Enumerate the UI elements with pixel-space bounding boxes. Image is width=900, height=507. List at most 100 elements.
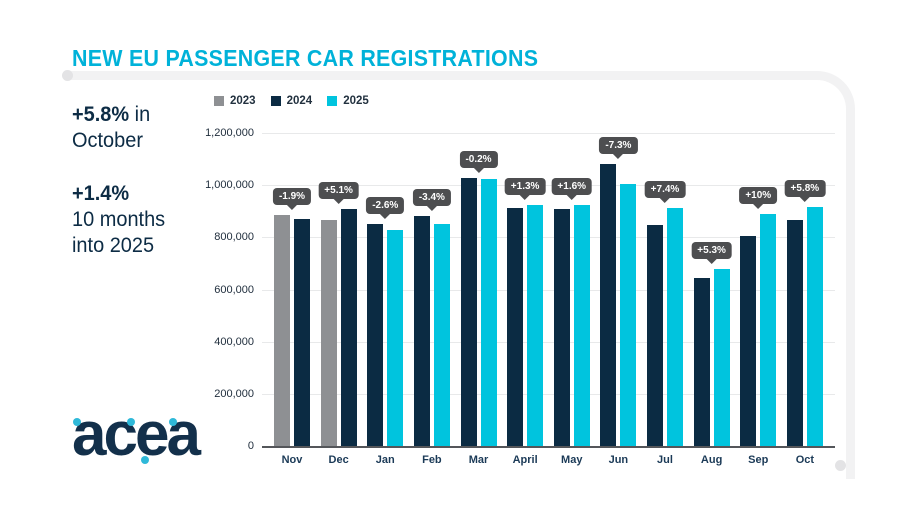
y-axis-tick-0: 0 bbox=[247, 440, 254, 452]
legend-swatch-2025 bbox=[327, 96, 338, 106]
logo-accent-dot bbox=[141, 456, 149, 464]
legend-swatch-2023 bbox=[214, 96, 224, 106]
frame-start-dot bbox=[62, 70, 73, 81]
bar-2024-May bbox=[553, 208, 570, 446]
decorative-frame bbox=[66, 71, 855, 479]
bar-2024-Jan bbox=[367, 224, 384, 446]
change-label-Nov: -1.9% bbox=[272, 187, 312, 205]
stat-ytd-label-2: into 2025 bbox=[72, 234, 155, 257]
x-axis-label-May: May bbox=[561, 454, 583, 466]
bar-2025-Sep bbox=[760, 214, 777, 446]
logo-accent-dot bbox=[73, 418, 81, 426]
page-title: NEW EU PASSENGER CAR REGISTRATIONS bbox=[72, 45, 539, 72]
bar-group-Jun: -7.3% Jun bbox=[599, 133, 638, 466]
frame-end-dot bbox=[835, 460, 846, 471]
bar-2025-Feb bbox=[433, 224, 450, 446]
bars-row: -1.9% Nov +5.1% Dec -2.6% Jan -3.4% Feb -0.2% Mar… bbox=[262, 133, 835, 466]
bar-2024-April bbox=[507, 208, 524, 446]
bar-2025-Jan bbox=[387, 229, 404, 446]
bar-2024-Oct bbox=[786, 219, 803, 446]
bar-group-Oct: +5.8% Oct bbox=[784, 133, 826, 466]
stat-ytd-value: +1.4% bbox=[72, 182, 130, 205]
stat-ytd: +1.4% 10 months into 2025 bbox=[72, 181, 165, 259]
chart-legend: 2023 2024 2025 bbox=[214, 95, 369, 107]
y-axis-tick-400000: 400,000 bbox=[214, 335, 254, 348]
x-axis-label-Aug: Aug bbox=[700, 454, 723, 466]
gridline-200000 bbox=[262, 393, 835, 395]
x-axis-label-April: April bbox=[512, 454, 538, 466]
legend-item-2023: 2023 bbox=[214, 95, 256, 107]
bar-2024-Jul bbox=[647, 224, 663, 446]
summary-stats: +5.8% in October +1.4% 10 months into 20… bbox=[72, 102, 165, 259]
bar-2023-Dec bbox=[320, 220, 337, 446]
stat-october-suffix: in bbox=[129, 103, 151, 126]
plot-area: 1,200,000 1,000,000 800,000 600,000 400,000 2… bbox=[205, 127, 835, 466]
bar-2025-Jun bbox=[620, 183, 637, 446]
bar-2025-April bbox=[527, 205, 544, 446]
acea-logo-text: acea bbox=[72, 400, 201, 469]
bar-group-Aug: +5.3% Aug bbox=[691, 133, 732, 466]
change-label-Aug: +5.3% bbox=[691, 241, 732, 259]
y-axis-tick-600000: 600,000 bbox=[214, 283, 254, 296]
legend-label-2024: 2024 bbox=[286, 95, 313, 107]
x-axis-label-Mar: Mar bbox=[468, 454, 489, 466]
x-axis-label-Sep: Sep bbox=[748, 454, 769, 466]
bar-2025-Jul bbox=[667, 208, 683, 446]
bar-2025-May bbox=[573, 204, 590, 446]
bar-2024-Aug bbox=[693, 277, 710, 446]
x-axis-label-Oct: Oct bbox=[795, 454, 815, 466]
gridline-1000000 bbox=[262, 185, 835, 187]
bar-2023-Nov bbox=[274, 214, 290, 446]
bar-2024-Mar bbox=[460, 178, 477, 446]
logo-accent-dot bbox=[127, 418, 135, 426]
bar-2025-Mar bbox=[480, 178, 497, 446]
acea-logo: acea bbox=[72, 404, 222, 468]
bar-2024-Dec bbox=[340, 208, 357, 446]
y-axis-tick-800000: 800,000 bbox=[214, 231, 254, 244]
bar-group-April: +1.3% April bbox=[504, 133, 546, 466]
x-axis-label-Nov: Nov bbox=[281, 454, 303, 466]
x-axis-label-Jun: Jun bbox=[608, 454, 629, 466]
y-axis-tick-200000: 200,000 bbox=[214, 387, 254, 400]
bar-group-Jan: -2.6% Jan bbox=[366, 133, 405, 466]
bar-group-May: +1.6% May bbox=[551, 133, 593, 466]
gridline-600000 bbox=[262, 289, 835, 291]
x-axis-label-Jan: Jan bbox=[375, 454, 395, 466]
stat-october: +5.8% in October bbox=[72, 102, 165, 154]
bar-2024-Sep bbox=[740, 235, 757, 446]
bar-group-Nov: -1.9% Nov bbox=[272, 133, 312, 466]
x-axis-label-Feb: Feb bbox=[422, 454, 442, 466]
bar-2024-Feb bbox=[413, 216, 430, 446]
bar-chart: 2023 2024 2025 1,200,000 1,000,000 800,000 60… bbox=[190, 95, 845, 477]
bar-group-Sep: +10% Sep bbox=[739, 133, 778, 466]
change-label-Feb: -3.4% bbox=[412, 189, 451, 207]
stat-october-label: October bbox=[72, 129, 143, 152]
stat-ytd-label-1: 10 months bbox=[72, 208, 166, 231]
change-label-May: +1.6% bbox=[551, 177, 593, 195]
change-label-Oct: +5.8% bbox=[784, 179, 826, 197]
gridline-800000 bbox=[262, 237, 835, 239]
change-label-Sep: +10% bbox=[739, 187, 778, 205]
bar-group-Mar: -0.2% Mar bbox=[459, 133, 498, 466]
bar-2025-Aug bbox=[713, 268, 730, 446]
gridline-400000 bbox=[262, 341, 835, 343]
logo-accent-dot bbox=[169, 418, 177, 426]
x-axis-label-Jul: Jul bbox=[657, 454, 673, 466]
y-axis-tick-1200000: 1,200,000 bbox=[205, 127, 254, 139]
bar-2025-Oct bbox=[806, 206, 823, 446]
x-axis-label-Dec: Dec bbox=[328, 454, 349, 466]
legend-item-2025: 2025 bbox=[327, 95, 369, 107]
change-label-Jul: +7.4% bbox=[644, 181, 686, 199]
change-label-Jan: -2.6% bbox=[366, 197, 405, 215]
bar-group-Jul: +7.4% Jul bbox=[644, 133, 686, 466]
y-axis-tick-1000000: 1,000,000 bbox=[205, 179, 254, 192]
gridline-1200000 bbox=[262, 133, 835, 134]
legend-label-2023: 2023 bbox=[230, 95, 256, 107]
bar-group-Dec: +5.1% Dec bbox=[318, 133, 359, 466]
bar-2024-Jun bbox=[600, 163, 617, 446]
bar-group-Feb: -3.4% Feb bbox=[412, 133, 451, 466]
legend-swatch-2024 bbox=[270, 96, 281, 106]
change-label-April: +1.3% bbox=[504, 178, 546, 195]
change-label-Mar: -0.2% bbox=[459, 151, 498, 169]
